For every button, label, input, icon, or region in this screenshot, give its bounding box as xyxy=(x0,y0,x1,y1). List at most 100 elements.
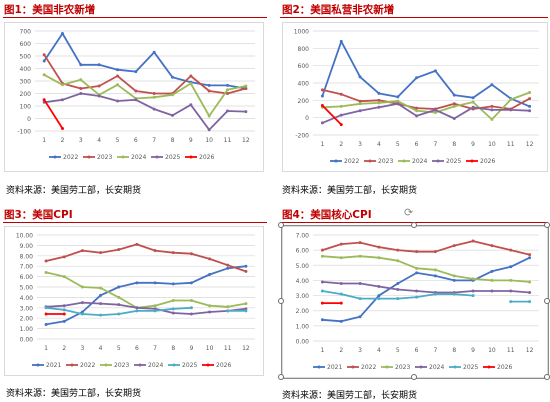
resize-handle-bottom-right[interactable] xyxy=(544,374,550,380)
data-point-2023[interactable] xyxy=(244,87,248,90)
resize-handle-top-right[interactable] xyxy=(544,222,550,228)
data-point-2025[interactable] xyxy=(377,105,381,109)
data-point-2025[interactable] xyxy=(339,292,343,296)
data-point-2024[interactable] xyxy=(189,82,193,85)
series-line-2024[interactable] xyxy=(322,91,530,121)
data-point-2022[interactable] xyxy=(415,250,419,254)
data-point-2021[interactable] xyxy=(44,322,48,326)
data-point-2023[interactable] xyxy=(339,256,343,260)
data-point-2022[interactable] xyxy=(452,93,456,97)
data-point-2023[interactable] xyxy=(320,254,324,258)
data-point-2024[interactable] xyxy=(528,91,532,95)
chart-panel-1[interactable]: -100 0 100 200 300 400 500 600 700 1 2 3 4 5 6 7 8 9 10 11 1… xyxy=(4,22,264,172)
data-point-2023[interactable] xyxy=(97,84,101,88)
data-point-2024[interactable] xyxy=(80,301,84,305)
data-point-2021[interactable] xyxy=(528,256,532,260)
data-point-2022[interactable] xyxy=(171,251,175,255)
data-point-2025[interactable] xyxy=(207,128,211,132)
data-point-2023[interactable] xyxy=(452,274,456,278)
data-point-2025[interactable] xyxy=(171,113,174,117)
data-point-2021[interactable] xyxy=(99,293,103,297)
data-point-2022[interactable] xyxy=(471,239,475,243)
series-line-2023[interactable] xyxy=(322,89,531,110)
data-point-2024[interactable] xyxy=(79,78,83,82)
data-point-2022[interactable] xyxy=(134,70,138,74)
data-point-2024[interactable] xyxy=(244,307,248,311)
data-point-2023[interactable] xyxy=(171,299,175,303)
selection-frame[interactable] xyxy=(281,225,549,379)
resize-handle-middle-left[interactable] xyxy=(278,298,284,304)
series-line-2023[interactable] xyxy=(322,255,530,283)
data-point-2025[interactable] xyxy=(377,297,381,301)
data-point-2021[interactable] xyxy=(490,269,494,273)
data-point-2023[interactable] xyxy=(358,99,362,103)
data-point-2022[interactable] xyxy=(396,248,400,252)
data-point-2025[interactable] xyxy=(189,306,193,310)
chart-panel-2[interactable]: -200 0 200 400 600 800 1000 1 2 3 4 5 6 7 8 9 10 11 12 2022… xyxy=(282,22,548,172)
data-point-2024[interactable] xyxy=(433,110,437,114)
data-point-2023[interactable] xyxy=(80,285,84,289)
data-point-2024[interactable] xyxy=(320,280,324,284)
data-point-2025[interactable] xyxy=(117,312,121,316)
data-point-2025[interactable] xyxy=(320,289,324,293)
data-point-2022[interactable] xyxy=(116,68,119,72)
data-point-2023[interactable] xyxy=(189,299,193,303)
data-point-2024[interactable] xyxy=(171,311,175,315)
data-point-2022[interactable] xyxy=(471,96,475,100)
data-point-2023[interactable] xyxy=(490,104,494,108)
series-line-2025[interactable] xyxy=(44,92,246,131)
data-point-2021[interactable] xyxy=(62,319,66,323)
series-line-2026[interactable] xyxy=(321,104,342,126)
data-point-2024[interactable] xyxy=(471,289,475,293)
chart-panel-3[interactable]: 0.00 1.00 2.00 3.00 4.00 5.00 6.00 7.00 8.00 9.00… xyxy=(4,226,264,376)
data-point-2022[interactable] xyxy=(452,244,456,248)
data-point-2022[interactable] xyxy=(528,253,532,257)
data-point-2022[interactable] xyxy=(189,252,193,256)
data-point-2022[interactable] xyxy=(135,242,139,246)
data-point-2024[interactable] xyxy=(153,307,157,311)
data-point-2023[interactable] xyxy=(134,89,138,93)
data-point-2024[interactable] xyxy=(339,281,343,285)
data-point-2023[interactable] xyxy=(44,270,48,274)
data-point-2021[interactable] xyxy=(153,281,157,285)
data-point-2024[interactable] xyxy=(396,288,400,292)
data-point-2024[interactable] xyxy=(358,102,362,106)
data-point-2022[interactable] xyxy=(207,83,211,87)
data-point-2021[interactable] xyxy=(244,264,248,268)
data-point-2023[interactable] xyxy=(377,256,381,260)
data-point-2023[interactable] xyxy=(189,74,193,78)
data-point-2022[interactable] xyxy=(358,241,362,245)
data-point-2021[interactable] xyxy=(135,281,139,285)
data-point-2025[interactable] xyxy=(244,309,248,313)
data-point-2022[interactable] xyxy=(226,263,230,267)
data-point-2021[interactable] xyxy=(117,285,121,289)
data-point-2024[interactable] xyxy=(377,101,381,105)
data-point-2023[interactable] xyxy=(452,102,456,106)
data-point-2025[interactable] xyxy=(116,99,119,103)
data-point-2022[interactable] xyxy=(97,63,101,67)
data-point-2025[interactable] xyxy=(358,109,362,113)
data-point-2021[interactable] xyxy=(415,271,419,275)
data-point-2025[interactable] xyxy=(433,108,437,112)
data-point-2026[interactable] xyxy=(339,123,343,127)
data-point-2024[interactable] xyxy=(452,104,456,108)
data-point-2024[interactable] xyxy=(509,97,513,101)
data-point-2023[interactable] xyxy=(490,278,494,282)
data-point-2022[interactable] xyxy=(244,269,248,273)
data-point-2022[interactable] xyxy=(79,63,83,67)
resize-handle-bottom-center[interactable] xyxy=(411,374,417,380)
series-line-2024[interactable] xyxy=(46,301,247,315)
data-point-2024[interactable] xyxy=(339,104,343,108)
data-point-2024[interactable] xyxy=(116,83,119,87)
data-point-2025[interactable] xyxy=(509,300,513,304)
data-point-2024[interactable] xyxy=(62,304,66,308)
data-point-2024[interactable] xyxy=(135,306,139,310)
data-point-2023[interactable] xyxy=(99,286,103,290)
data-point-2024[interactable] xyxy=(377,284,381,288)
data-point-2022[interactable] xyxy=(396,95,400,99)
resize-handle-top-center[interactable] xyxy=(411,222,417,228)
data-point-2022[interactable] xyxy=(415,76,419,80)
data-point-2024[interactable] xyxy=(117,303,121,307)
data-point-2024[interactable] xyxy=(207,114,211,118)
data-point-2026[interactable] xyxy=(42,98,46,102)
